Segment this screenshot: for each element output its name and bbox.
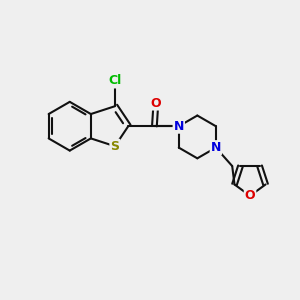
Text: N: N xyxy=(211,141,221,154)
Text: S: S xyxy=(110,140,119,153)
Text: N: N xyxy=(174,120,184,133)
Text: O: O xyxy=(245,189,255,202)
Text: O: O xyxy=(151,97,161,110)
Text: Cl: Cl xyxy=(108,74,122,88)
